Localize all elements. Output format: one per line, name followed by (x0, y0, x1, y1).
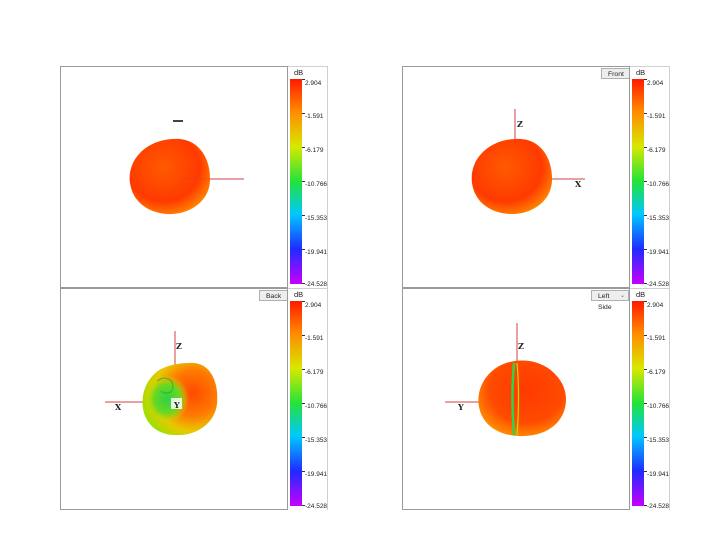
legend-unit: dB (294, 290, 304, 299)
radiation-pattern-3d: Z X Y (105, 331, 218, 436)
legend-tick: 2.904 (305, 302, 322, 309)
view-dropdown-value: Front (608, 71, 624, 78)
pattern-lobe (471, 138, 553, 215)
pattern-null-region (145, 375, 189, 423)
legend-tick: -24.528 (647, 281, 670, 288)
pattern-null-seam (511, 362, 516, 436)
pattern-lobe (129, 138, 211, 215)
legend-tick: -1.591 (305, 113, 324, 120)
3d-view-top-left[interactable] (60, 66, 288, 288)
x-axis-label: X (575, 179, 582, 189)
legend-tick: -15.353 (305, 437, 328, 444)
3d-view-back[interactable]: Z X Y Back ⌄ (60, 288, 288, 510)
legend-tick: -19.941 (305, 471, 328, 478)
small-axis-marker (173, 120, 183, 122)
pattern-lobe (478, 360, 567, 437)
db-legend: dB 2.904 -1.591 -6.179 -10.766 -15.353 -… (630, 66, 670, 288)
y-axis-label: Y (173, 400, 180, 410)
legend-unit: dB (294, 68, 304, 77)
y-axis-label: Y (457, 402, 464, 412)
z-axis-label: Z (517, 119, 523, 129)
legend-tick: -6.179 (647, 369, 666, 376)
legend-tick: -10.766 (647, 403, 670, 410)
z-axis-label: Z (176, 341, 182, 351)
legend-tick: -10.766 (647, 181, 670, 188)
legend-tick: -15.353 (647, 215, 670, 222)
legend-tick: -19.941 (647, 249, 670, 256)
legend-tick: 2.904 (647, 302, 664, 309)
radiation-pattern-3d (129, 120, 244, 215)
radiation-pattern-3d: Z X (471, 109, 585, 215)
x-axis-label: X (115, 402, 122, 412)
view-dropdown-value: Back (266, 293, 282, 300)
legend-unit: dB (636, 68, 646, 77)
3d-view-left-side[interactable]: Z Y Left Side ⌄ (402, 288, 630, 510)
legend-tick: -1.591 (647, 113, 666, 120)
legend-tick: -1.591 (305, 335, 324, 342)
3d-view-front[interactable]: Z X Front ⌄ (402, 66, 630, 288)
legend-tick: -15.353 (305, 215, 328, 222)
legend-tick: -6.179 (305, 369, 324, 376)
legend-tick: -10.766 (305, 181, 328, 188)
color-scale-bar (632, 301, 644, 506)
legend-tick: -6.179 (305, 147, 324, 154)
legend-tick: -10.766 (305, 403, 328, 410)
view-dropdown[interactable]: Left Side ⌄ (591, 290, 629, 311)
legend-tick: 2.904 (305, 80, 322, 87)
legend-tick: -1.591 (647, 335, 666, 342)
legend-tick: -24.528 (647, 503, 670, 510)
color-scale-bar (290, 301, 302, 506)
legend-unit: dB (636, 290, 646, 299)
legend-tick: -19.941 (647, 471, 670, 478)
color-scale-bar (290, 79, 302, 284)
legend-tick: -19.941 (305, 249, 328, 256)
legend-tick: 2.904 (647, 80, 664, 87)
view-dropdown[interactable]: Front ⌄ (601, 68, 629, 79)
view-dropdown-value: Left Side (598, 293, 612, 311)
view-dropdown[interactable]: Back ⌄ (259, 290, 287, 301)
db-legend: dB 2.904 -1.591 -6.179 -10.766 -15.353 -… (630, 288, 670, 510)
z-axis-label: Z (518, 341, 524, 351)
db-legend: dB 2.904 -1.591 -6.179 -10.766 -15.353 -… (288, 288, 328, 510)
chevron-down-icon: ⌄ (619, 293, 625, 299)
legend-tick: -24.528 (305, 503, 328, 510)
legend-tick: -15.353 (647, 437, 670, 444)
db-legend: dB 2.904 -1.591 -6.179 -10.766 -15.353 -… (288, 66, 328, 288)
color-scale-bar (632, 79, 644, 284)
legend-tick: -6.179 (647, 147, 666, 154)
radiation-pattern-3d: Z Y (445, 323, 567, 437)
legend-tick: -24.528 (305, 281, 328, 288)
